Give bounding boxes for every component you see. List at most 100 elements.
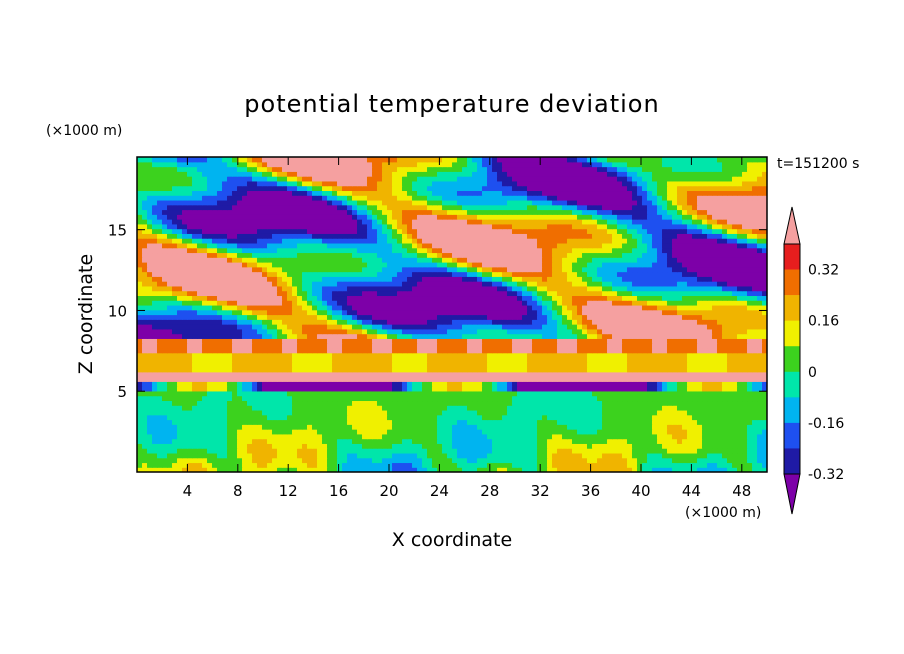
field-cell — [752, 309, 758, 316]
field-cell — [372, 405, 378, 411]
field-cell — [282, 438, 288, 444]
field-cell — [642, 319, 648, 325]
field-cell — [302, 304, 308, 311]
field-cell — [672, 352, 678, 359]
field-cell — [167, 376, 173, 382]
field-cell — [632, 429, 638, 435]
field-cell — [582, 309, 588, 316]
field-cell — [402, 429, 408, 435]
field-cell — [722, 333, 728, 339]
field-cell — [487, 319, 493, 325]
field-cell — [227, 424, 233, 430]
field-cell — [727, 324, 733, 330]
field-cell — [537, 452, 543, 459]
field-cell — [417, 457, 423, 464]
field-cell — [162, 448, 168, 454]
field-cell — [597, 333, 603, 339]
field-cell — [667, 333, 673, 339]
field-cell — [197, 367, 203, 373]
field-cell — [342, 414, 348, 421]
field-cell — [377, 295, 383, 301]
field-cell — [487, 281, 493, 287]
field-cell — [502, 281, 508, 287]
field-cell — [622, 433, 628, 440]
field-cell — [157, 452, 163, 459]
field-cell — [712, 467, 718, 472]
field-cell — [367, 300, 373, 306]
field-cell — [757, 390, 763, 397]
field-cell — [137, 357, 143, 363]
field-cell — [397, 414, 403, 421]
field-cell — [732, 448, 738, 454]
field-cell — [292, 333, 298, 339]
field-cell — [442, 400, 448, 406]
field-cell — [602, 405, 608, 411]
field-cell — [312, 333, 318, 339]
field-cell — [197, 433, 203, 440]
field-cell — [332, 462, 338, 468]
field-cell — [237, 338, 243, 344]
field-cell — [637, 319, 643, 325]
field-cell — [252, 304, 258, 311]
field-cell — [737, 414, 743, 421]
field-cell — [347, 285, 353, 292]
field-cell — [297, 285, 303, 292]
field-cell — [327, 424, 333, 430]
field-cell — [667, 367, 673, 373]
field-cell — [292, 285, 298, 292]
field-cell — [527, 376, 533, 382]
field-cell — [667, 328, 673, 335]
field-cell — [397, 381, 403, 387]
field-cell — [442, 371, 448, 378]
field-cell — [667, 386, 673, 392]
field-cell — [607, 467, 613, 472]
field-cell — [532, 400, 538, 406]
field-cell — [517, 338, 523, 344]
field-cell — [552, 390, 558, 397]
field-cell — [372, 424, 378, 430]
field-cell — [757, 295, 763, 301]
field-cell — [407, 357, 413, 363]
field-cell — [617, 462, 623, 468]
field-cell — [197, 438, 203, 444]
field-cell — [612, 304, 618, 311]
field-cell — [697, 367, 703, 373]
field-cell — [607, 347, 613, 354]
field-cell — [567, 438, 573, 444]
field-cell — [217, 424, 223, 430]
field-cell — [507, 376, 513, 382]
field-cell — [142, 347, 148, 354]
field-cell — [672, 309, 678, 316]
field-cell — [397, 424, 403, 430]
field-cell — [487, 405, 493, 411]
field-cell — [742, 367, 748, 373]
field-cell — [617, 395, 623, 402]
field-cell — [212, 386, 218, 392]
field-cell — [532, 395, 538, 402]
field-cell — [577, 290, 583, 297]
field-cell — [227, 328, 233, 335]
field-cell — [522, 424, 528, 430]
field-cell — [607, 352, 613, 359]
field-cell — [652, 362, 658, 368]
field-cell — [197, 409, 203, 416]
field-cell — [407, 343, 413, 349]
field-cell — [597, 285, 603, 292]
field-cell — [407, 386, 413, 392]
field-cell — [622, 367, 628, 373]
field-cell — [597, 328, 603, 335]
field-cell — [607, 395, 613, 402]
field-cell — [157, 433, 163, 440]
field-cell — [252, 347, 258, 354]
field-cell — [617, 328, 623, 335]
field-cell — [517, 467, 523, 472]
field-cell — [457, 424, 463, 430]
field-cell — [457, 352, 463, 359]
field-cell — [337, 357, 343, 363]
field-cell — [587, 438, 593, 444]
field-cell — [387, 362, 393, 368]
field-cell — [572, 443, 578, 449]
field-cell — [512, 309, 518, 316]
field-cell — [707, 395, 713, 402]
field-cell — [202, 467, 208, 472]
